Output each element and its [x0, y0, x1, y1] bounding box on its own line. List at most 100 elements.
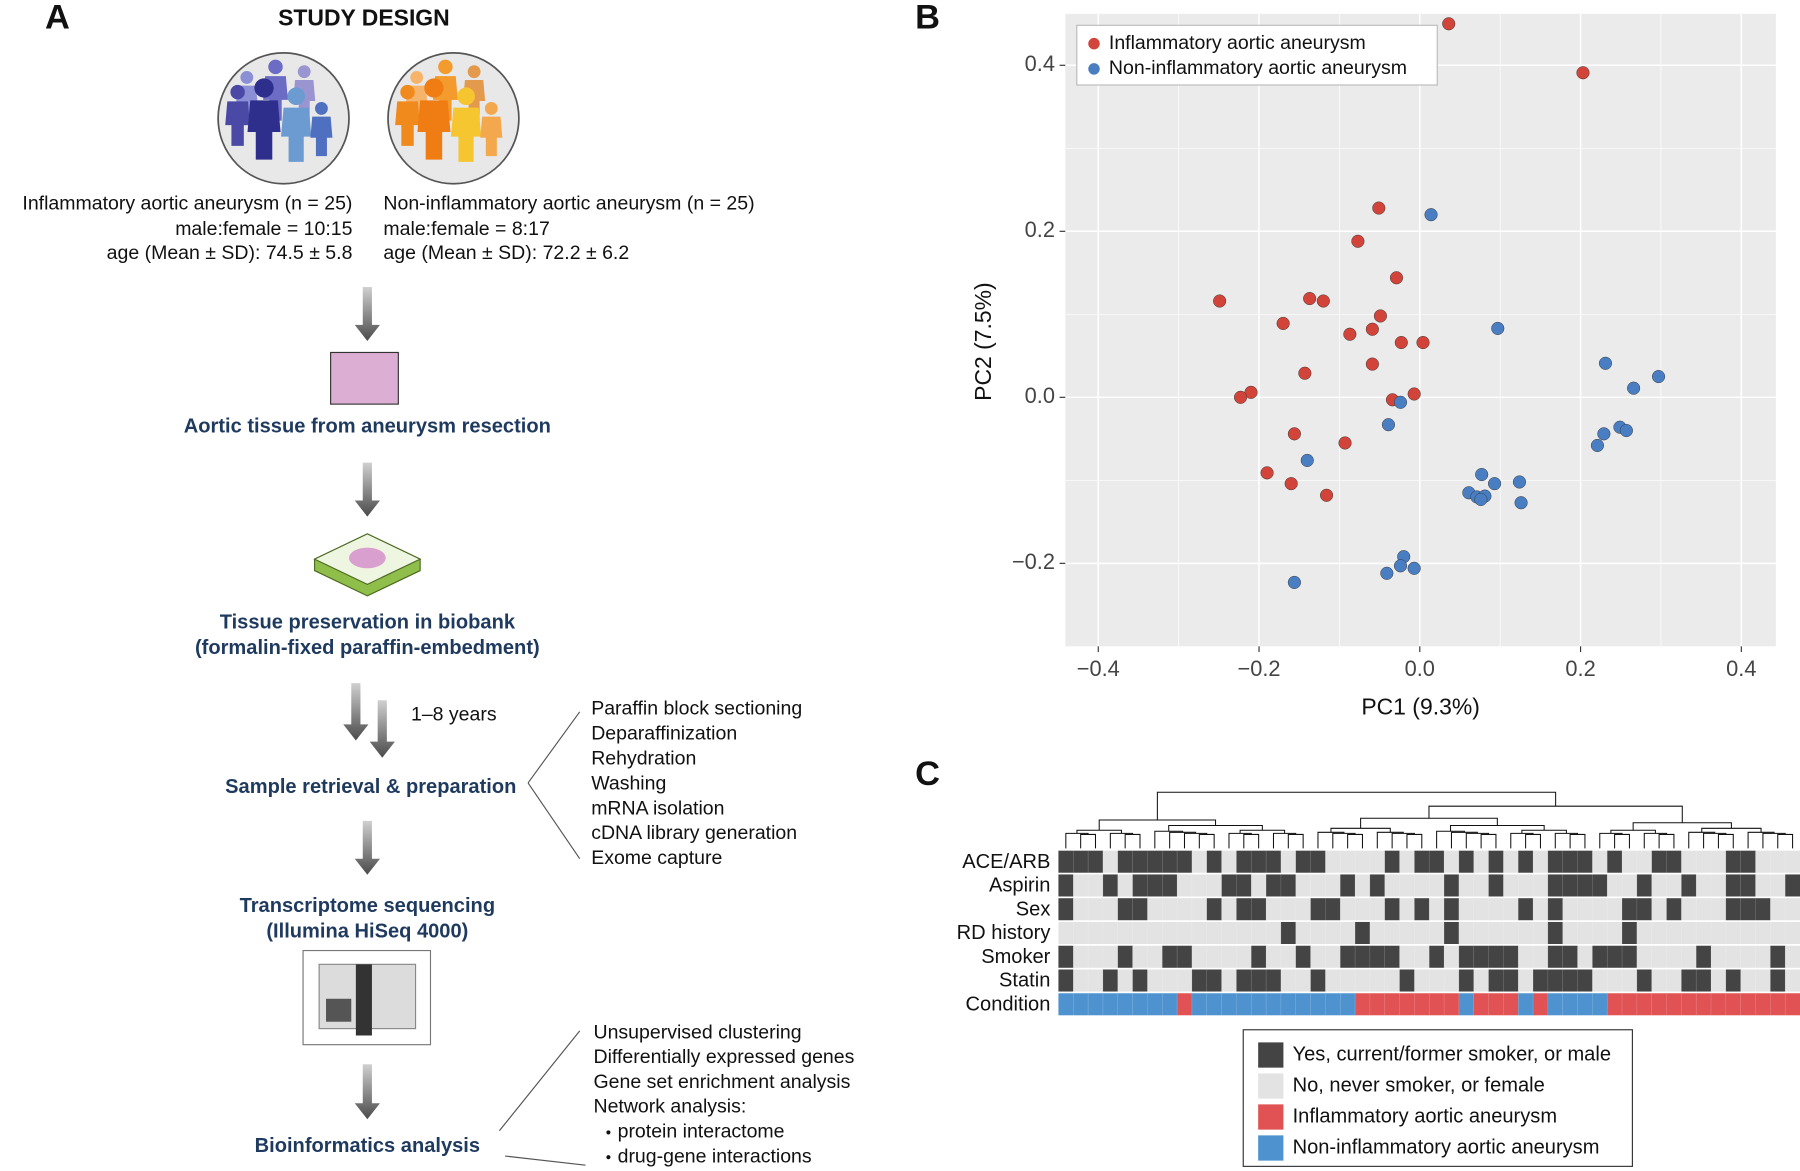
cell [1073, 921, 1089, 945]
cell [1518, 850, 1534, 873]
point [1442, 17, 1456, 31]
cell [1547, 945, 1563, 968]
dendrogram-link [1169, 831, 1197, 849]
cell [1177, 898, 1193, 921]
cell [1102, 921, 1118, 945]
cell [1503, 993, 1519, 1016]
cell [1533, 874, 1549, 897]
cell [1770, 921, 1786, 945]
cell [1785, 850, 1800, 873]
point [1316, 294, 1330, 308]
group-sex: male:female = 8:17 [383, 218, 549, 240]
cell [1266, 850, 1282, 873]
cell [1088, 898, 1104, 921]
point [1619, 423, 1633, 438]
cell [1740, 921, 1756, 945]
dendrogram-link [1317, 831, 1345, 849]
cell [1325, 850, 1341, 873]
point [1407, 561, 1421, 575]
cell [1117, 969, 1133, 992]
point [1276, 316, 1290, 330]
dendrogram-link [1525, 833, 1541, 849]
cell [1488, 969, 1504, 992]
cell [1266, 969, 1282, 992]
cell [1177, 850, 1193, 873]
cell [1251, 993, 1267, 1016]
cell [1562, 874, 1578, 897]
person-head [424, 78, 444, 98]
step-label: (Illumina HiSeq 4000) [266, 920, 468, 942]
cell [1666, 993, 1682, 1016]
cell [1355, 874, 1371, 897]
legend-swatch [1258, 1073, 1284, 1099]
cell [1251, 874, 1267, 897]
cell [1280, 969, 1296, 992]
cell [1458, 945, 1474, 968]
cell [1592, 874, 1608, 897]
cell [1785, 898, 1800, 921]
cell [1236, 921, 1252, 945]
point [1284, 477, 1298, 491]
cell [1355, 993, 1371, 1016]
cell [1369, 898, 1385, 921]
cell [1266, 945, 1282, 968]
bullet [606, 1130, 611, 1135]
cell [1458, 898, 1474, 921]
cell [1607, 898, 1623, 921]
person-head [297, 65, 311, 79]
cell [1577, 969, 1593, 992]
cell [1414, 945, 1430, 968]
cell [1651, 945, 1667, 968]
cell [1206, 993, 1222, 1016]
row-label: Condition [966, 993, 1051, 1015]
cell [1325, 993, 1341, 1016]
cell [1162, 850, 1178, 873]
prep-step: Exome capture [591, 847, 722, 869]
cell [1280, 945, 1296, 968]
cell [1132, 969, 1148, 992]
tissue-image [330, 351, 399, 405]
cell [1206, 969, 1222, 992]
cell [1725, 874, 1741, 897]
cell [1755, 850, 1771, 873]
dendrogram-link [1360, 817, 1498, 829]
dendrogram-link [1272, 832, 1297, 849]
cell [1073, 993, 1089, 1016]
row-label: Statin [999, 970, 1050, 992]
cell [1073, 850, 1089, 873]
cell [1651, 898, 1667, 921]
cell [1592, 969, 1608, 992]
cell [1444, 969, 1460, 992]
legend-swatch [1258, 1042, 1284, 1068]
cell [1547, 921, 1563, 945]
cell [1236, 874, 1252, 897]
cell [1622, 993, 1638, 1016]
analysis-item: Network analysis: [593, 1096, 746, 1118]
cell [1058, 850, 1074, 873]
step-label: (formalin-fixed paraffin-embedment) [195, 637, 540, 659]
point [1381, 418, 1395, 432]
dendrogram-link [1156, 791, 1557, 820]
cell [1740, 993, 1756, 1016]
cell [1562, 969, 1578, 992]
person-head [315, 101, 328, 115]
cell [1236, 898, 1252, 921]
cell [1191, 850, 1207, 873]
cell [1711, 969, 1727, 992]
cell [1147, 850, 1163, 873]
cell [1132, 850, 1148, 873]
cell [1533, 969, 1549, 992]
point [1373, 309, 1387, 323]
dendrogram-link [1717, 833, 1734, 849]
dendrogram-link [1465, 832, 1490, 849]
dendrogram-link [1376, 831, 1404, 849]
cell [1577, 993, 1593, 1016]
cell [1117, 993, 1133, 1016]
cell [1666, 945, 1682, 968]
cell [1458, 921, 1474, 945]
dendrogram-link [1643, 832, 1668, 849]
cell [1191, 993, 1207, 1016]
step-label: Bioinformatics analysis [255, 1135, 480, 1157]
cell [1369, 850, 1385, 873]
